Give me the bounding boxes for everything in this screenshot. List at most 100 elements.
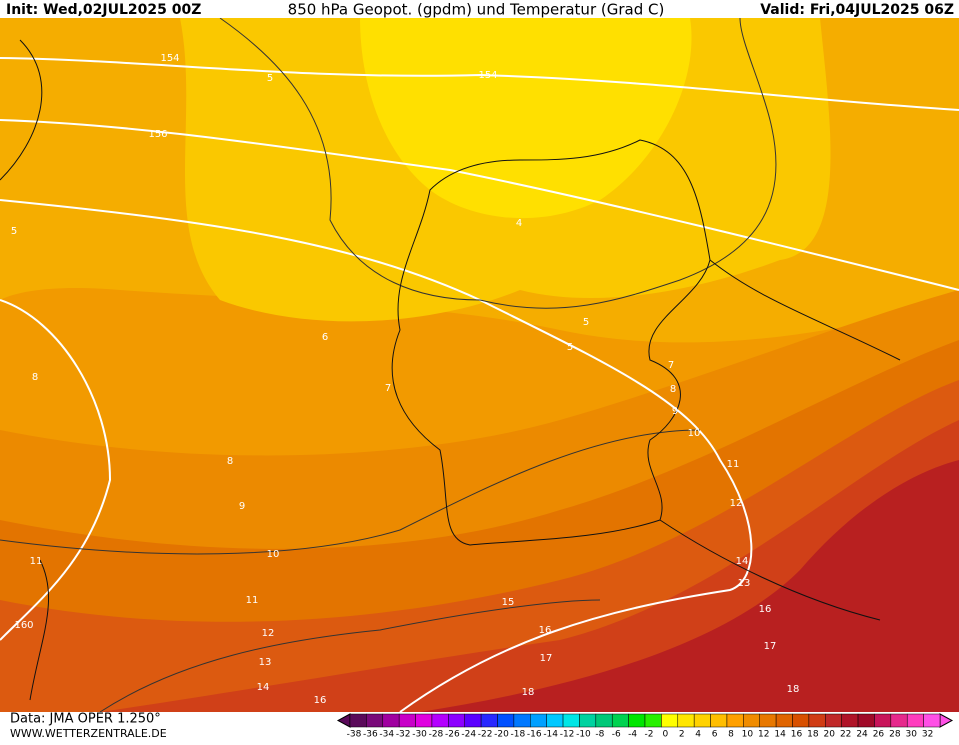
contour-label: 8 <box>670 384 676 395</box>
colorbar-tick-label: 22 <box>840 730 851 740</box>
contour-label: 156 <box>148 129 167 140</box>
colorbar-box <box>726 713 744 728</box>
colorbar-tick-label: -36 <box>363 730 378 740</box>
contour-label: 17 <box>540 653 553 664</box>
map-title: 850 hPa Geopot. (gpdm) und Temperatur (G… <box>288 1 665 19</box>
colorbar-box <box>628 713 646 728</box>
colorbar-box <box>677 713 695 728</box>
colorbar-tick-label: 20 <box>824 730 836 740</box>
init-time: Init: Wed,02JUL2025 00Z <box>6 2 201 18</box>
colorbar-box <box>775 713 793 728</box>
contour-label: 5 <box>583 317 589 328</box>
temp-band-17 <box>420 460 959 712</box>
colorbar: -38 -36 -34 -32 -30 -28 -26 -24 -22 -20 -18 -16 -14-… <box>336 713 954 740</box>
colorbar-tick-label: 8 <box>728 730 734 740</box>
contour-label: 8 <box>227 456 233 467</box>
colorbar-box <box>562 713 580 728</box>
contour-label: 5 <box>267 73 273 84</box>
colorbar-box <box>759 713 777 728</box>
colorbar-tick-label: -4 <box>628 730 637 740</box>
contour-label: 16 <box>759 604 772 615</box>
colorbar-box <box>366 713 384 728</box>
colorbar-tick-label: 28 <box>889 730 901 740</box>
colorbar-box <box>480 713 498 728</box>
colorbar-box <box>825 713 842 728</box>
contour-label: 12 <box>262 628 275 639</box>
colorbar-box <box>415 713 433 728</box>
colorbar-tick-label: -12 <box>560 730 575 740</box>
contour-label: 11 <box>727 459 740 470</box>
colorbar-box <box>497 713 515 728</box>
colorbar-box <box>382 713 400 728</box>
contour-label: 5 <box>567 342 573 353</box>
map: 154 5 156 154 5 4 6 5 5 8 7 7 8 9 10 8 9 10 11 11 12 11 12 14 13… <box>0 17 959 713</box>
contour-label: 15 <box>502 597 515 608</box>
colorbar-tick-label: 32 <box>922 730 933 740</box>
colorbar-box <box>398 713 416 728</box>
colorbar-tick-label: 16 <box>791 730 803 740</box>
colorbar-tick-label: 4 <box>695 730 701 740</box>
colorbar-box <box>857 713 875 728</box>
colorbar-tick-label: -14 <box>543 730 558 740</box>
colorbar-box <box>808 713 826 728</box>
geopotential-lines <box>0 57 959 713</box>
colorbar-tick-label: -32 <box>396 730 411 740</box>
colorbar-tick-label: -24 <box>461 730 476 740</box>
header-bar <box>0 0 959 18</box>
colorbar-box <box>890 713 908 728</box>
colorbar-tick-label: -26 <box>445 730 460 740</box>
colorbar-box <box>923 713 941 728</box>
colorbar-box <box>710 713 728 728</box>
colorbar-box <box>530 713 547 728</box>
colorbar-tick-label: 30 <box>905 730 917 740</box>
colorbar-tick-label: 2 <box>679 730 685 740</box>
contour-label: 16 <box>314 695 327 706</box>
colorbar-box <box>464 713 482 728</box>
colorbar-box <box>349 713 367 728</box>
colorbar-tick-label: -2 <box>645 730 654 740</box>
colorbar-tick-label: -8 <box>595 730 604 740</box>
contour-label: 11 <box>30 556 43 567</box>
colorbar-tick-label: 24 <box>856 730 868 740</box>
contour-label: 7 <box>385 383 391 394</box>
colorbar-box <box>792 713 810 728</box>
colorbar-tick-label: 18 <box>807 730 819 740</box>
contour-label: 14 <box>257 682 270 693</box>
colorbar-tick-label: 6 <box>712 730 718 740</box>
contour-label: 6 <box>322 332 328 343</box>
contour-label: 11 <box>246 595 259 606</box>
colorbar-box <box>693 713 711 728</box>
colorbar-tick-label: 26 <box>873 730 885 740</box>
colorbar-box <box>661 713 679 728</box>
contour-label: 7 <box>668 360 674 371</box>
colorbar-box <box>595 713 613 728</box>
contour-label: 154 <box>478 70 497 81</box>
contour-label: 13 <box>738 578 751 589</box>
colorbar-box <box>513 713 531 728</box>
colorbar-tick-label: -18 <box>511 730 526 740</box>
colorbar-box <box>546 713 564 728</box>
contour-label: 18 <box>787 684 800 695</box>
contour-label: 8 <box>32 372 38 383</box>
colorbar-box <box>611 713 629 728</box>
contour-label: 16 <box>539 625 552 636</box>
contour-label: 18 <box>522 687 535 698</box>
contour-label: 5 <box>11 226 17 237</box>
contour-label: 14 <box>736 556 749 567</box>
isotherm-lines <box>0 17 777 713</box>
colorbar-box <box>874 713 892 728</box>
colorbar-box <box>431 713 449 728</box>
contour-label: 9 <box>672 406 678 417</box>
colorbar-tick-label: 0 <box>663 730 669 740</box>
colorbar-tick-label: -30 <box>412 730 427 740</box>
contour-label: 4 <box>516 218 522 229</box>
colorbar-tick-label: -34 <box>379 730 394 740</box>
colorbar-box <box>448 713 465 728</box>
contour-label: 17 <box>764 641 777 652</box>
contour-label: 160 <box>14 620 33 631</box>
contour-label: 10 <box>688 428 701 439</box>
contour-label: 12 <box>730 498 743 509</box>
colorbar-tick-label: -22 <box>478 730 493 740</box>
colorbar-box <box>579 713 597 728</box>
